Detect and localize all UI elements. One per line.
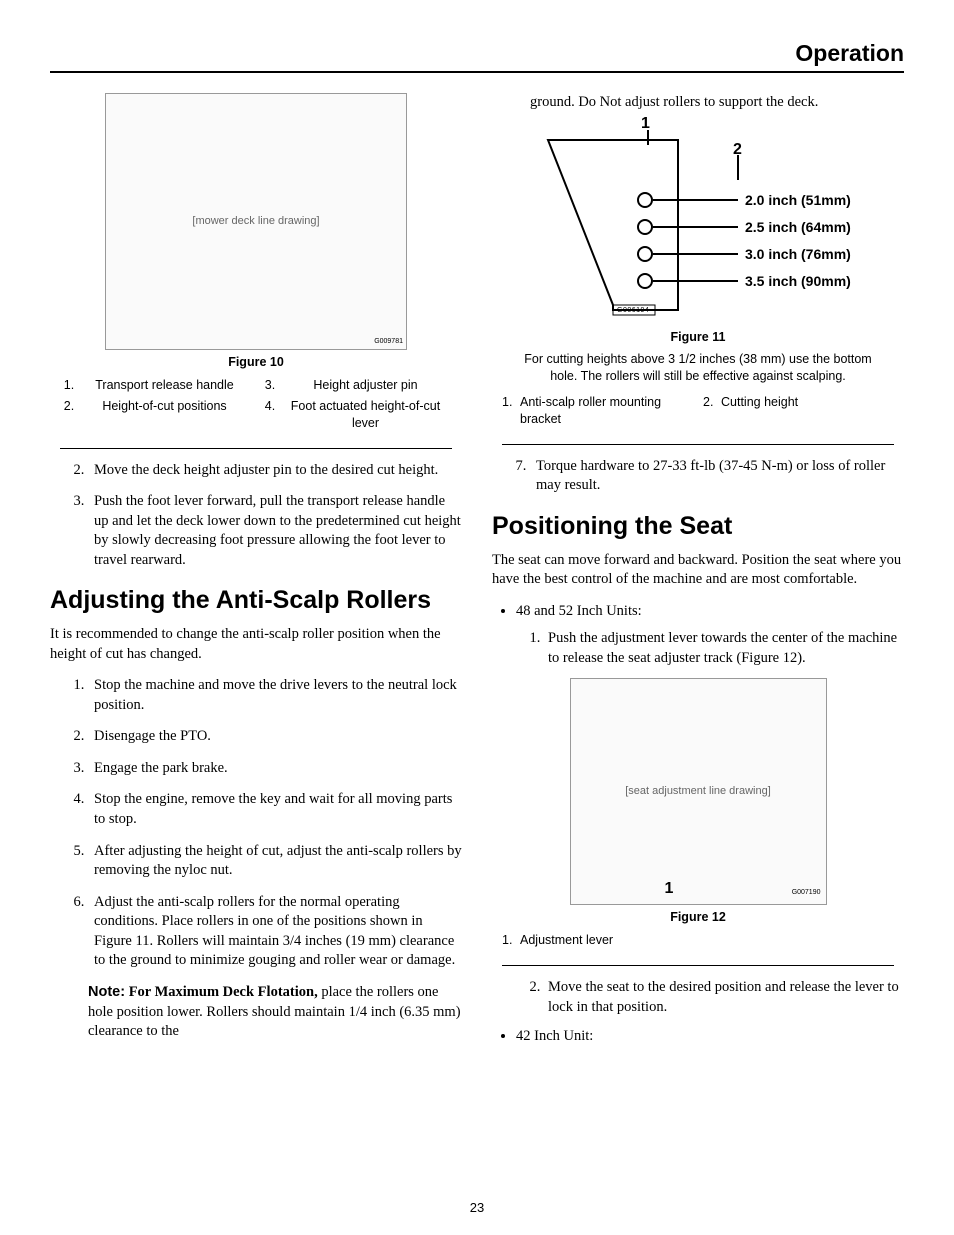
figure-12-legend: 1.Adjustment lever bbox=[492, 932, 904, 953]
fig11-row-1: 2.0 inch (51mm) bbox=[745, 191, 851, 210]
figure-11-rule bbox=[502, 444, 894, 445]
as-step-7: Torque hardware to 27-33 ft-lb (37-45 N-… bbox=[530, 457, 904, 496]
page-number: 23 bbox=[0, 1200, 954, 1215]
note-label: Note: bbox=[88, 984, 125, 1000]
figure-10-caption: Figure 10 bbox=[50, 354, 462, 371]
seat-sub-steps-a: Push the adjustment lever towards the ce… bbox=[516, 629, 904, 668]
as-step-2: Disengage the PTO. bbox=[88, 727, 462, 747]
fig12-callout: 1 bbox=[665, 878, 674, 900]
page-header-title: Operation bbox=[50, 40, 904, 67]
figure-12-rule bbox=[502, 965, 894, 966]
antiscalp-steps: Stop the machine and move the drive leve… bbox=[50, 676, 462, 971]
note-paragraph: Note: For Maximum Deck Flotation, place … bbox=[88, 983, 462, 1042]
header-rule bbox=[50, 71, 904, 73]
bullet-48-52: 48 and 52 Inch Units: Push the adjustmen… bbox=[516, 602, 904, 1018]
figure-10-image: [mower deck line drawing] bbox=[105, 93, 407, 350]
figure-10-rule bbox=[60, 448, 452, 449]
fig11-callout-2: 2 bbox=[733, 139, 742, 161]
as-step-3: Engage the park brake. bbox=[88, 759, 462, 779]
figure-12-box: [seat adjustment line drawing] 1 G007190… bbox=[492, 678, 904, 926]
figure-11-caption: Figure 11 bbox=[492, 329, 904, 346]
figure-11-diagram: 1 2 2.0 inch (51mm) 2.5 inch (64mm) 3.0 … bbox=[513, 125, 883, 325]
seat-bullets: 48 and 52 Inch Units: Push the adjustmen… bbox=[492, 602, 904, 1047]
figure-12-image: [seat adjustment line drawing] bbox=[570, 678, 827, 905]
figure-12-code: G007190 bbox=[792, 888, 821, 897]
figure-11-legend: 1.Anti-scalp roller mounting bracket 2.C… bbox=[492, 394, 904, 432]
figure-10-code: G009781 bbox=[374, 337, 403, 346]
note-bold: For Maximum Deck Flotation, bbox=[129, 984, 318, 1000]
heading-seat: Positioning the Seat bbox=[492, 512, 904, 541]
figure-12-caption: Figure 12 bbox=[492, 909, 904, 926]
heading-antiscalp: Adjusting the Anti-Scalp Rollers bbox=[50, 586, 462, 615]
as-step-5: After adjusting the height of cut, adjus… bbox=[88, 842, 462, 881]
antiscalp-intro: It is recommended to change the anti-sca… bbox=[50, 625, 462, 664]
left-column: [mower deck line drawing] G009781 Figure… bbox=[50, 93, 462, 1057]
fig11-row-4: 3.5 inch (90mm) bbox=[745, 272, 851, 291]
step-2: Move the deck height adjuster pin to the… bbox=[88, 461, 462, 481]
as-step-1: Stop the machine and move the drive leve… bbox=[88, 676, 462, 715]
seat-intro: The seat can move forward and backward. … bbox=[492, 551, 904, 590]
figure-11-note: For cutting heights above 3 1/2 inches (… bbox=[512, 351, 884, 384]
antiscalp-step-7-list: Torque hardware to 27-33 ft-lb (37-45 N-… bbox=[492, 457, 904, 496]
seat-sub-1: Push the adjustment lever towards the ce… bbox=[544, 629, 904, 668]
seat-sub-2: Move the seat to the desired position an… bbox=[544, 978, 904, 1017]
fig11-callout-1: 1 bbox=[641, 113, 650, 135]
as-step-4: Stop the engine, remove the key and wait… bbox=[88, 790, 462, 829]
fig11-row-3: 3.0 inch (76mm) bbox=[745, 245, 851, 264]
fig11-row-2: 2.5 inch (64mm) bbox=[745, 218, 851, 237]
carryover-text: ground. Do Not adjust rollers to support… bbox=[530, 93, 904, 113]
bullet-42: 42 Inch Unit: bbox=[516, 1027, 904, 1047]
continued-steps-list: Move the deck height adjuster pin to the… bbox=[50, 461, 462, 571]
as-step-6: Adjust the anti-scalp rollers for the no… bbox=[88, 893, 462, 971]
step-3: Push the foot lever forward, pull the tr… bbox=[88, 492, 462, 570]
figure-10-legend: 1.Transport release handle 2.Height-of-c… bbox=[50, 377, 462, 436]
seat-sub-steps-b: Move the seat to the desired position an… bbox=[516, 978, 904, 1017]
two-column-layout: [mower deck line drawing] G009781 Figure… bbox=[50, 93, 904, 1057]
figure-10-box: [mower deck line drawing] G009781 Figure… bbox=[50, 93, 462, 449]
manual-page: Operation [mower deck line drawing] G009… bbox=[0, 0, 954, 1235]
right-column: ground. Do Not adjust rollers to support… bbox=[492, 93, 904, 1057]
fig11-code: G006194 bbox=[617, 306, 649, 315]
